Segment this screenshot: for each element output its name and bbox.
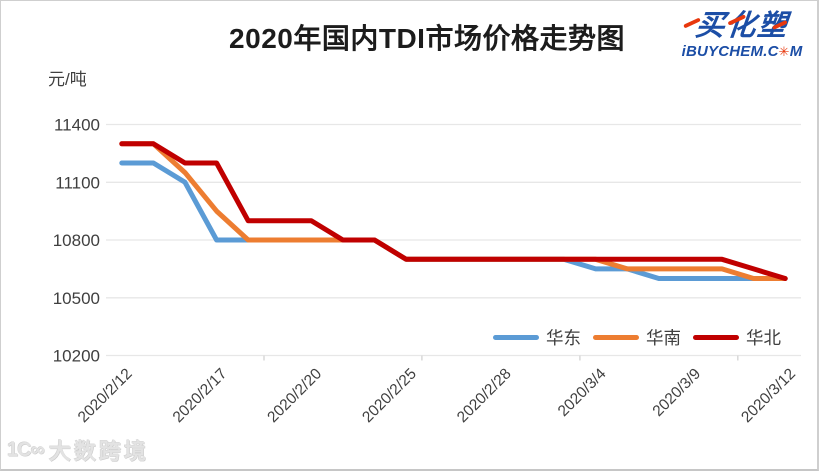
- brand-site-text: M: [789, 43, 803, 60]
- y-axis-tick-label: 10500: [53, 289, 100, 308]
- legend-item: 华东: [493, 325, 581, 350]
- x-axis-tick-label: 2020/2/12: [75, 365, 136, 426]
- chart-title: 2020年国内TDI市场价格走势图: [229, 23, 625, 54]
- y-axis-tick-label: 11100: [55, 173, 100, 192]
- y-axis-tick-label: 10800: [53, 231, 100, 250]
- watermark-text: 大数跨境: [48, 439, 149, 464]
- brand-logo-site: iBUYCHEM.C✳M: [675, 44, 809, 59]
- x-axis-tick-label: 2020/3/12: [738, 365, 799, 426]
- x-axis-tick-label: 2020/2/20: [264, 365, 325, 426]
- y-axis-tick-label: 11400: [54, 116, 100, 135]
- legend-label: 华东: [546, 328, 581, 348]
- legend-swatch: [593, 335, 639, 340]
- watermark: 1C∞ 大数跨境: [7, 434, 149, 466]
- y-axis-tick-label: 10200: [53, 347, 100, 366]
- chart-legend: 华东 华南 华北: [493, 325, 781, 350]
- legend-swatch: [493, 335, 539, 340]
- x-axis-tick-label: 2020/2/17: [170, 365, 231, 426]
- x-axis-tick-label: 2020/3/4: [555, 365, 610, 420]
- legend-swatch: [693, 335, 739, 340]
- brand-logo: 买化塑 iBUYCHEM.C✳M: [675, 10, 809, 59]
- legend-label: 华南: [646, 328, 681, 348]
- x-axis-tick-label: 2020/2/25: [359, 365, 420, 426]
- watermark-icon: 1C∞: [7, 438, 45, 461]
- legend-item: 华南: [593, 325, 681, 350]
- x-axis-tick-label: 2020/3/9: [650, 365, 705, 420]
- gear-icon: ✳: [778, 44, 790, 59]
- legend-item: 华北: [693, 325, 781, 350]
- series-line-华北: [119, 141, 788, 281]
- legend-label: 华北: [746, 328, 781, 348]
- y-axis-unit-label: 元/吨: [48, 70, 87, 89]
- brand-site-text: iBUYCHEM.C: [681, 43, 779, 60]
- x-axis-tick-label: 2020/2/28: [454, 365, 515, 426]
